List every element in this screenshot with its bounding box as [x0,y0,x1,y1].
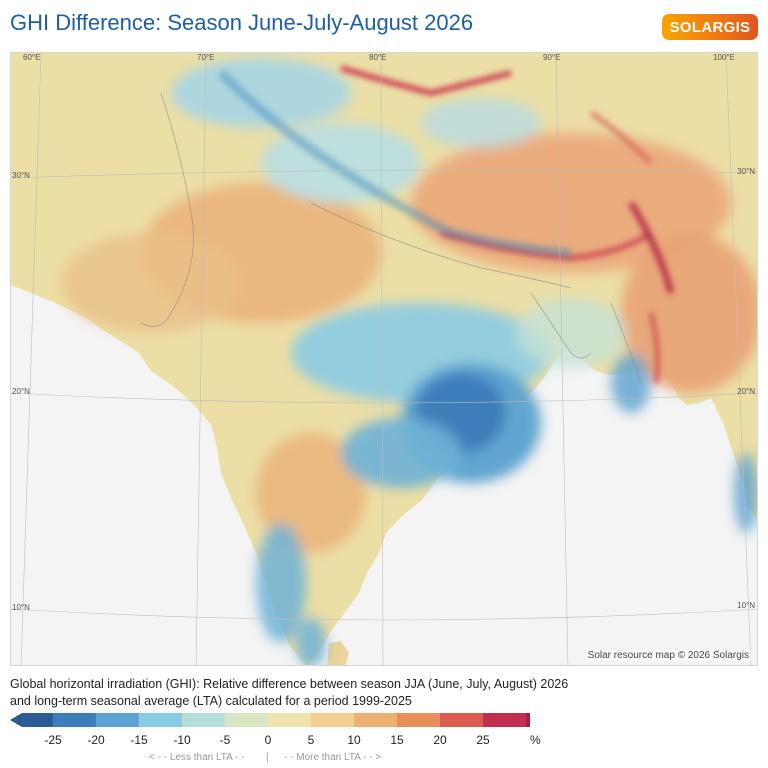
lat-label-10-right: 10°N [737,601,755,610]
legend-swatch [482,713,526,727]
lon-label-70: 70°E [197,53,215,62]
lon-label-60: 60°E [23,53,41,62]
solargis-logo: SOLARGIS [662,14,758,40]
legend-less-label: < - - Less than LTA - - [149,752,245,763]
legend-tick: -5 [219,733,231,747]
legend-tick: 0 [264,733,272,747]
sri-lanka [327,641,349,665]
lat-label-30-right: 30°N [737,167,755,176]
ghi-difference-map[interactable]: 60°E 70°E 80°E 90°E 100°E 30°N 30°N 20°N… [10,52,758,666]
legend-tick: 15 [390,733,404,747]
legend-tick: 5 [307,733,315,747]
legend-swatch [52,713,96,727]
legend-unit: % [530,733,541,747]
map-description: Global horizontal irradiation (GHI): Rel… [10,677,569,708]
legend-swatch [10,713,53,727]
legend-swatch [138,713,182,727]
legend-swatch [267,713,311,727]
himalaya-band [217,69,572,258]
legend-tick: 25 [476,733,490,747]
legend-more-label: - - More than LTA - - > [284,752,382,763]
map-canvas [11,53,757,665]
lat-label-20-right: 20°N [737,387,755,396]
graticule [11,53,757,665]
legend-swatch [439,713,483,727]
legend-bar [10,713,530,727]
legend-swatch [181,713,225,727]
lat-label-30-left: 30°N [12,171,30,180]
legend-swatch [224,713,268,727]
legend-swatch [353,713,397,727]
map-credit: Solar resource map © 2026 Solargis [585,650,751,661]
legend-swatch [95,713,139,727]
legend-separator: | [266,752,269,763]
lon-label-90: 90°E [543,53,561,62]
hot-ridges [340,65,675,384]
legend-swatch [396,713,440,727]
lon-label-100: 100°E [713,53,735,62]
lat-label-10-left: 10°N [12,603,30,612]
legend-tick: 20 [433,733,447,747]
legend-tick: -15 [130,733,148,747]
legend-tick: 10 [347,733,361,747]
lat-label-20-left: 20°N [12,387,30,396]
legend-tick: -10 [173,733,191,747]
legend-swatch [310,713,354,727]
legend-tick: -25 [44,733,62,747]
lon-label-80: 80°E [369,53,387,62]
page-title: GHI Difference: Season June-July-August … [10,10,474,35]
color-legend: -25 -20 -15 -10 -5 0 5 10 15 20 25 % < -… [10,713,550,763]
legend-tick: -20 [87,733,105,747]
borders [140,92,642,384]
legend-swatch [525,713,530,727]
